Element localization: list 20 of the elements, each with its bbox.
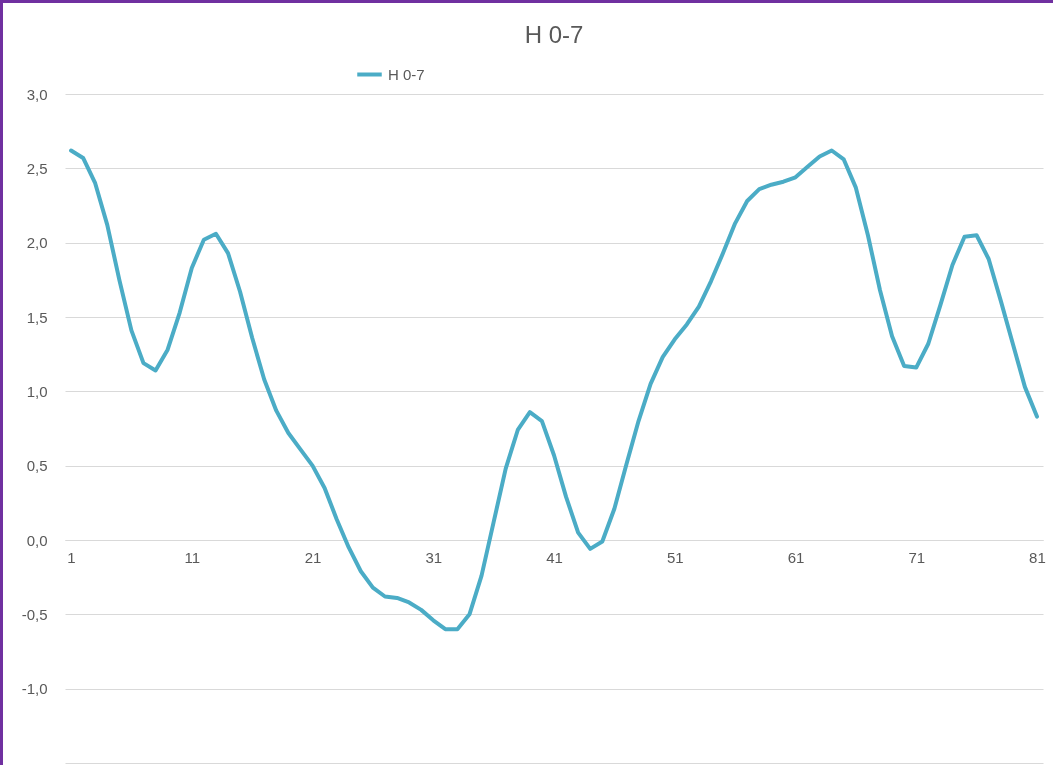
x-tick-label: 41 xyxy=(546,548,563,566)
x-tick-label: 81 xyxy=(1029,548,1046,566)
legend-label: H 0-7 xyxy=(388,65,425,83)
y-tick-label: 3,0 xyxy=(26,85,48,103)
x-tick-label: 51 xyxy=(666,548,684,566)
x-tick-label: 61 xyxy=(787,548,805,566)
x-tick-label: 71 xyxy=(908,548,926,566)
y-tick-label: 2,0 xyxy=(26,234,48,252)
x-tick-label: 21 xyxy=(304,548,322,566)
chart-title: H 0-7 xyxy=(524,21,584,48)
x-tick-label: 11 xyxy=(184,548,201,566)
y-tick-label: 1,0 xyxy=(26,382,48,400)
y-tick-label: 0,0 xyxy=(26,531,48,549)
y-tick-label: -0,5 xyxy=(21,605,48,623)
y-tick-label: 1,5 xyxy=(26,308,48,326)
y-tick-label: 0,5 xyxy=(26,457,48,475)
x-tick-label: 1 xyxy=(67,548,76,566)
y-tick-label: 2,5 xyxy=(26,159,48,177)
y-tick-label: -1,0 xyxy=(21,680,48,698)
x-tick-label: 31 xyxy=(425,548,443,566)
